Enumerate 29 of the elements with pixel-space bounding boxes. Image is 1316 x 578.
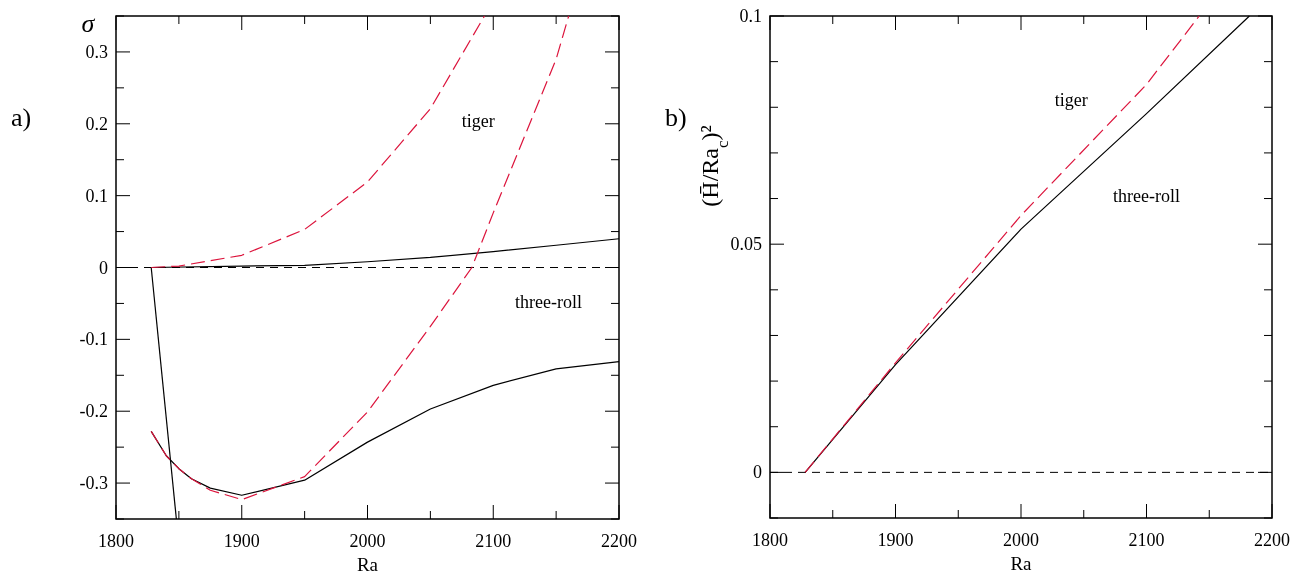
x-tick-label: 1800 xyxy=(98,531,134,551)
y-tick-label: 0.1 xyxy=(85,185,108,206)
x-tick-label: 2000 xyxy=(1003,530,1039,550)
annotation: three-roll xyxy=(1113,185,1180,206)
x-tick-label: 2100 xyxy=(475,531,512,551)
x-tick-label: 1900 xyxy=(223,531,260,551)
x-tick-label: 1800 xyxy=(752,530,788,550)
y-tick-label: 0 xyxy=(99,257,108,278)
y-tick-label: 0.05 xyxy=(730,234,762,255)
y-tick-label: 0.3 xyxy=(85,41,108,62)
y-axis-title: σ xyxy=(81,9,96,38)
y-tick-label: 0 xyxy=(753,462,762,483)
x-tick-label: 2200 xyxy=(1254,530,1290,550)
x-axis-title: Ra xyxy=(1010,553,1033,574)
y-tick-label: -0.1 xyxy=(79,329,108,350)
text: b) xyxy=(665,103,687,132)
x-axis-title: Ra xyxy=(356,554,379,575)
y-tick-label: -0.2 xyxy=(79,401,108,422)
y-tick-label: 0.2 xyxy=(85,113,108,134)
x-tick-label: 1900 xyxy=(877,530,914,550)
annotation: tiger xyxy=(1054,90,1088,111)
x-tick-label: 2000 xyxy=(349,531,386,551)
x-tick-label: 2100 xyxy=(1128,530,1165,550)
x-tick-label: 2200 xyxy=(601,531,637,551)
text: a) xyxy=(11,103,32,132)
annotation: tiger xyxy=(461,110,495,131)
y-tick-label: -0.3 xyxy=(79,473,108,494)
annotation: three-roll xyxy=(515,291,583,312)
y-tick-label: 0.1 xyxy=(739,6,762,26)
